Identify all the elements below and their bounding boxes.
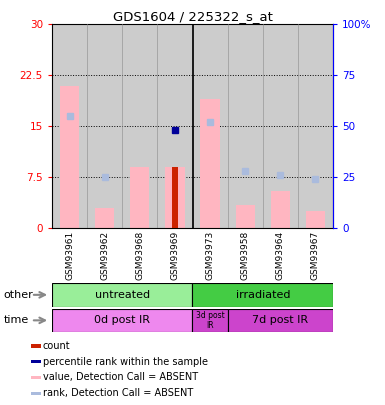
Text: rank, Detection Call = ABSENT: rank, Detection Call = ABSENT bbox=[43, 388, 193, 398]
Bar bbox=[236, 205, 255, 228]
Text: 3d post
IR: 3d post IR bbox=[196, 311, 224, 330]
Bar bbox=[87, 24, 122, 228]
Text: other: other bbox=[4, 290, 33, 300]
Bar bbox=[228, 24, 263, 228]
Bar bbox=[263, 24, 298, 228]
Text: percentile rank within the sample: percentile rank within the sample bbox=[43, 357, 208, 367]
Bar bbox=[31, 376, 41, 379]
Bar bbox=[298, 24, 333, 228]
Text: 0d post IR: 0d post IR bbox=[94, 315, 150, 325]
Text: value, Detection Call = ABSENT: value, Detection Call = ABSENT bbox=[43, 373, 198, 382]
Bar bbox=[306, 211, 325, 228]
Bar bbox=[271, 191, 290, 228]
Bar bbox=[228, 309, 333, 332]
Text: irradiated: irradiated bbox=[236, 290, 290, 300]
Bar bbox=[95, 208, 114, 228]
Bar bbox=[201, 99, 220, 228]
Bar bbox=[192, 24, 228, 228]
Bar bbox=[31, 392, 41, 395]
Text: untreated: untreated bbox=[95, 290, 150, 300]
Bar bbox=[157, 24, 192, 228]
Bar bbox=[122, 24, 157, 228]
Bar bbox=[31, 344, 41, 347]
Bar bbox=[172, 167, 178, 228]
Bar bbox=[60, 85, 79, 228]
Bar bbox=[192, 283, 333, 307]
Text: 7d post IR: 7d post IR bbox=[252, 315, 308, 325]
Bar bbox=[192, 309, 228, 332]
Text: count: count bbox=[43, 341, 70, 351]
Bar bbox=[52, 309, 192, 332]
Bar bbox=[31, 360, 41, 363]
Text: time: time bbox=[4, 315, 29, 325]
Bar bbox=[52, 283, 192, 307]
Bar bbox=[165, 167, 184, 228]
Bar bbox=[130, 167, 149, 228]
Bar bbox=[52, 24, 87, 228]
Text: GDS1604 / 225322_s_at: GDS1604 / 225322_s_at bbox=[112, 10, 273, 23]
